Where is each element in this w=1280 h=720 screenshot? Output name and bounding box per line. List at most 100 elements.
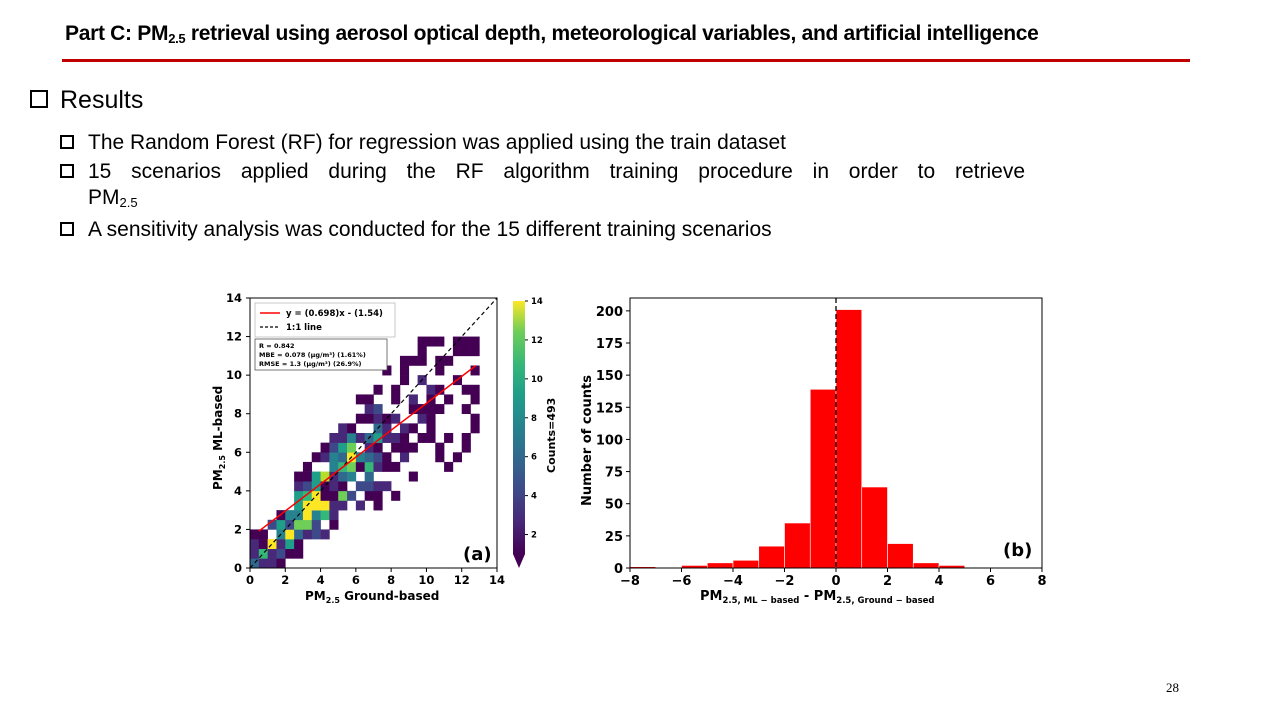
- colorbar-extend-arrow: [513, 554, 525, 568]
- heatmap-cell: [444, 461, 454, 472]
- heatmap-cell: [302, 510, 313, 521]
- heatmap-cell: [444, 433, 454, 443]
- heatmap-cell: [302, 529, 313, 540]
- heatmap-cell: [399, 442, 410, 453]
- x-tick-label: −6: [672, 574, 692, 589]
- heatmap-cell: [391, 394, 401, 405]
- colorbar-tick-label: 6: [531, 453, 537, 463]
- heatmap-cell: [435, 452, 445, 463]
- histogram-bar: [758, 545, 785, 569]
- heatmap-cell: [417, 404, 427, 415]
- y-tick-label: 2: [234, 522, 242, 536]
- x-axis-ticks: −8 −6 −4 −2 0 2 4 6 8: [620, 568, 1047, 589]
- heatmap-cell: [382, 461, 392, 472]
- difference-histogram: −8 −6 −4 −2 0 2 4 6 8 0 25 50 75 100 125 150 175 200 (b)…: [580, 297, 1047, 606]
- heatmap-cell: [373, 490, 383, 501]
- heatmap-cell: [276, 548, 286, 559]
- y-axis-title: Number of counts: [580, 375, 595, 506]
- heatmap-cell: [276, 539, 286, 550]
- heatmap-cell: [285, 539, 295, 550]
- heatmap-cell: [382, 423, 392, 434]
- heatmap-cell: [391, 490, 401, 501]
- heatmap-cell: [258, 558, 268, 569]
- x-tick-label: 2: [281, 573, 289, 587]
- heatmap-cell: [470, 413, 480, 424]
- heatmap-cell: [461, 442, 471, 453]
- one-to-one-line: [249, 297, 498, 569]
- heatmap-cell: [417, 346, 427, 357]
- heatmap-cell: [250, 529, 260, 540]
- heatmap-cell: [311, 510, 321, 521]
- heatmap-cell: [426, 423, 436, 434]
- y-tick-label: 0: [614, 562, 623, 577]
- heatmap-cell: [461, 384, 471, 395]
- heatmap-cell: [355, 481, 365, 492]
- heatmap-cell: [399, 452, 410, 463]
- heatmap-cell: [267, 539, 277, 550]
- bullet-list: The Random Forest (RF) for regression wa…: [60, 128, 1025, 244]
- panel-label-a: (a): [463, 544, 492, 565]
- legend-oneone-label: 1:1 line: [286, 323, 322, 333]
- heatmap-cell: [320, 490, 330, 501]
- heatmap-cell: [470, 346, 480, 357]
- heatmap-cell: [426, 413, 436, 424]
- y-axis-ticks: 0 2 4 6 8 10 12 14: [226, 291, 250, 575]
- heatmap-cell: [320, 510, 330, 521]
- colorbar-label: Counts=493: [545, 398, 555, 473]
- heading-text: Results: [60, 86, 144, 114]
- heatmap-cell: [364, 481, 374, 492]
- histogram-bars: [629, 309, 966, 569]
- checkbox-bullet-icon: [60, 135, 74, 149]
- heatmap-cell: [382, 413, 392, 424]
- x-tick-label: 4: [934, 574, 943, 589]
- heatmap-cell: [355, 500, 365, 511]
- heatmap-cell: [250, 558, 260, 569]
- colorbar-tick-label: 10: [531, 375, 543, 385]
- heatmap-cell: [347, 433, 357, 443]
- heatmap-cell: [302, 481, 313, 492]
- title-underline: [62, 59, 1190, 62]
- checkbox-bullet-icon: [30, 90, 48, 109]
- heatmap-cell: [285, 510, 295, 521]
- heatmap-cell: [311, 519, 321, 530]
- heatmap-cell: [382, 481, 392, 492]
- heatmap-cell: [285, 548, 295, 559]
- heatmap-cell: [373, 384, 383, 395]
- heatmap-cell: [258, 529, 268, 540]
- colorbar: [513, 301, 525, 554]
- heatmap-cell: [461, 336, 471, 347]
- x-axis-ticks: 0 2 4 6 8 10 12 14: [246, 568, 505, 587]
- heatmap-cell: [329, 461, 339, 472]
- y-axis-ticks: 0 25 50 75 100 125 150 175 200: [596, 305, 630, 577]
- histogram-bar: [732, 559, 760, 569]
- y-tick-label: 75: [605, 466, 623, 481]
- heatmap-cell: [452, 452, 463, 463]
- heatmap-cell: [294, 500, 304, 511]
- stats-r: R = 0.842: [259, 342, 295, 350]
- heatmap-cell: [373, 461, 383, 472]
- heatmap-cell: [408, 423, 418, 434]
- heatmap-cell: [329, 452, 339, 463]
- heatmap-cell: [444, 355, 454, 366]
- title-prefix: Part C: PM: [65, 22, 169, 45]
- heatmap-cell: [426, 336, 436, 347]
- colorbar-tick-label: 12: [531, 336, 543, 346]
- histogram-bar: [706, 562, 734, 569]
- x-tick-label: 12: [454, 573, 470, 587]
- heatmap-cell: [329, 471, 339, 482]
- heatmap-cell: [417, 413, 427, 424]
- heatmap-cell: [435, 442, 445, 453]
- histogram-bar: [809, 388, 837, 569]
- heatmap-cell: [364, 461, 374, 472]
- colorbar-tick-label: 8: [531, 414, 537, 424]
- x-tick-label: 6: [986, 574, 995, 589]
- heatmap-cell: [338, 423, 348, 434]
- x-tick-label: −8: [620, 574, 640, 589]
- panel-label-b: (b): [1003, 540, 1032, 561]
- heatmap-cell: [294, 539, 304, 550]
- colorbar-ticks: 2 4 6 8 10 12 14: [525, 297, 543, 541]
- section-heading: Results: [30, 86, 143, 115]
- plot-frame: [249, 297, 498, 569]
- bullet-item: A sensitivity analysis was conducted for…: [60, 215, 1025, 244]
- x-tick-label: 0: [831, 574, 840, 589]
